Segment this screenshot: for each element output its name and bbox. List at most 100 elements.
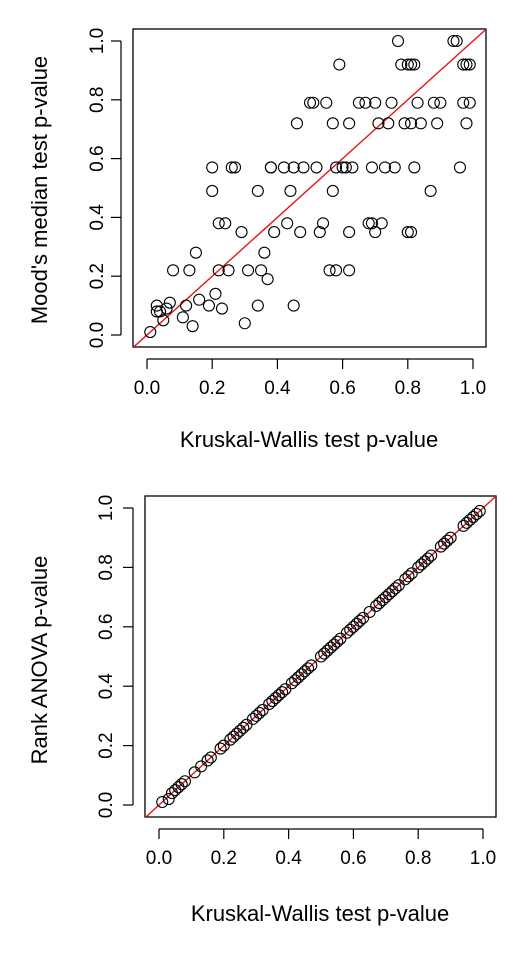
data-point: [253, 706, 266, 719]
data-point: [284, 184, 297, 197]
data-point: [405, 226, 418, 239]
data-point: [336, 161, 349, 174]
data-point: [251, 299, 264, 312]
data-point: [402, 570, 415, 583]
data-point: [144, 326, 157, 339]
data-point: [225, 161, 238, 174]
x-tick-label: 0.6: [340, 848, 366, 869]
data-point: [316, 217, 330, 230]
data-point: [375, 217, 388, 230]
x-tick-label: 0.0: [146, 848, 172, 869]
data-point: [427, 96, 440, 109]
data-point: [421, 552, 434, 565]
data-point: [276, 686, 289, 699]
data-point: [460, 58, 473, 71]
x-tick-label: 0.8: [395, 378, 421, 399]
data-point: [463, 96, 476, 109]
data-point: [206, 161, 219, 174]
data-point: [175, 778, 188, 791]
x-tick-label: 0.2: [199, 378, 225, 399]
x-tick-label: 1.0: [460, 378, 486, 399]
x-tick-label: 1.0: [470, 848, 496, 869]
x-tick-label: 0.4: [264, 378, 291, 399]
x-tick-label: 0.0: [134, 378, 160, 399]
y-tick-label: 0.2: [87, 263, 108, 289]
data-point: [287, 299, 300, 312]
y-axis-title: Mood's median test p-value: [27, 56, 52, 324]
data-point: [163, 296, 176, 309]
data-point: [405, 117, 418, 130]
data-point: [261, 273, 274, 286]
data-point: [212, 217, 225, 230]
y-tick-label: 0.0: [87, 322, 108, 348]
y-tick-label: 0.8: [96, 554, 117, 580]
y-tick-label: 1.0: [96, 495, 117, 521]
data-point: [193, 293, 206, 306]
data-point: [180, 299, 193, 312]
data-point: [162, 793, 175, 806]
data-point: [222, 264, 235, 277]
data-point: [457, 96, 470, 109]
data-point: [389, 582, 402, 595]
data-point: [365, 161, 378, 174]
data-point: [310, 161, 323, 174]
panel-mood-vs-kruskal: Mood's median test p-value Kruskal-Walli…: [27, 28, 487, 452]
data-point: [372, 117, 385, 130]
data-point: [204, 751, 217, 764]
y-tick-label: 0.4: [87, 204, 108, 231]
x-tick-label: 0.2: [211, 848, 237, 869]
data-point: [431, 117, 444, 130]
plot-frame: [132, 28, 487, 348]
y-tick-label: 0.0: [96, 792, 117, 818]
data-point: [157, 314, 170, 327]
data-point: [297, 161, 310, 174]
data-point: [333, 58, 346, 71]
data-point: [369, 96, 382, 109]
data-point: [382, 117, 395, 130]
data-point: [343, 264, 356, 277]
data-point: [183, 264, 196, 277]
data-point: [339, 161, 352, 174]
y-tick-label: 0.4: [96, 673, 117, 700]
data-point: [343, 226, 356, 239]
data-point: [320, 96, 333, 109]
data-point: [290, 117, 304, 130]
data-point: [212, 264, 225, 277]
data-point: [408, 161, 421, 174]
data-point: [237, 721, 250, 734]
data-point: [378, 161, 392, 174]
data-point: [441, 534, 454, 547]
data-point: [365, 217, 378, 230]
data-point: [408, 58, 421, 71]
data-point: [362, 217, 375, 230]
panel-rankanova-vs-kruskal: Rank ANOVA p-value Kruskal-Wallis test p…: [27, 495, 497, 926]
data-point: [281, 217, 294, 230]
data-point: [434, 96, 447, 109]
data-point: [425, 549, 438, 562]
data-point: [405, 58, 418, 71]
data-point: [264, 161, 277, 174]
data-point: [388, 161, 401, 174]
y-tick-label: 0.6: [87, 145, 108, 171]
data-point: [287, 161, 300, 174]
data-point: [160, 302, 173, 315]
data-point: [301, 662, 315, 675]
data-point: [343, 117, 356, 130]
data-point: [353, 614, 366, 627]
data-point: [414, 117, 427, 130]
data-point: [401, 58, 414, 71]
data-point: [209, 287, 222, 300]
data-point: [447, 34, 460, 48]
data-point: [294, 226, 307, 239]
data-point: [460, 117, 473, 130]
data-point: [424, 184, 437, 197]
x-tick-label: 0.8: [405, 848, 431, 869]
data-point: [235, 226, 248, 239]
data-point: [330, 264, 343, 277]
data-point: [463, 58, 476, 71]
data-point: [453, 161, 467, 174]
data-point: [255, 264, 268, 277]
data-point: [206, 184, 219, 197]
x-tick-label: 0.6: [329, 378, 355, 399]
data-point: [323, 264, 336, 277]
